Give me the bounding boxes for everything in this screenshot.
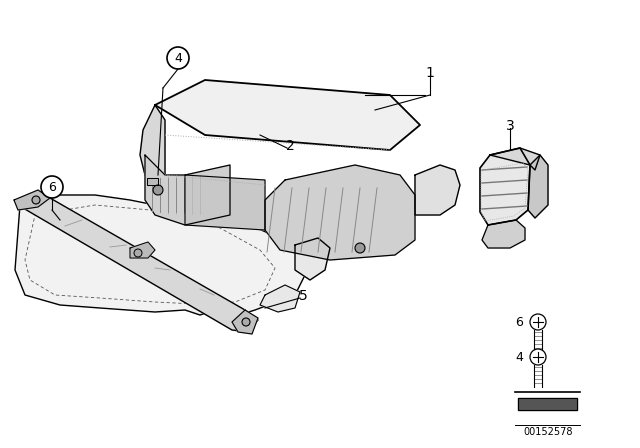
Polygon shape [15,195,310,318]
Polygon shape [295,238,330,280]
Text: 5: 5 [299,289,307,303]
Polygon shape [145,155,230,225]
Text: 4: 4 [174,52,182,65]
Text: 1: 1 [426,66,435,80]
Polygon shape [130,242,155,258]
Polygon shape [185,175,265,230]
Text: 4: 4 [515,350,523,363]
Polygon shape [518,398,577,410]
Polygon shape [528,155,548,218]
Text: 00152578: 00152578 [524,427,573,437]
Text: 6: 6 [48,181,56,194]
Circle shape [134,249,142,257]
Text: 6: 6 [515,315,523,328]
Circle shape [153,185,163,195]
Circle shape [167,47,189,69]
Polygon shape [260,285,300,312]
Circle shape [530,349,546,365]
Circle shape [32,196,40,204]
Polygon shape [18,195,258,332]
Polygon shape [482,220,525,248]
Text: 2: 2 [285,139,294,153]
Polygon shape [140,105,165,185]
Circle shape [41,176,63,198]
Circle shape [355,243,365,253]
Polygon shape [480,148,530,225]
Polygon shape [232,310,258,334]
Polygon shape [415,165,460,215]
Polygon shape [147,178,158,185]
Polygon shape [265,165,415,260]
Text: 3: 3 [506,119,515,133]
Circle shape [242,318,250,326]
Polygon shape [14,190,50,210]
Circle shape [530,314,546,330]
Polygon shape [155,80,420,150]
Polygon shape [490,148,540,170]
